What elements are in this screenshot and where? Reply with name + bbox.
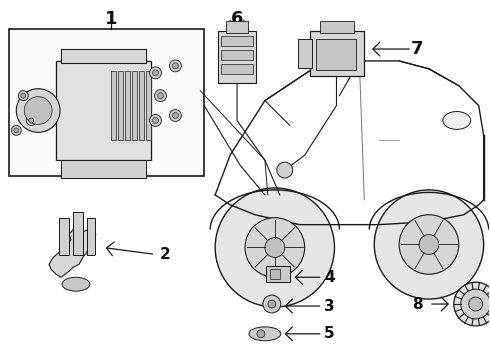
Text: 5: 5	[324, 326, 335, 341]
Circle shape	[26, 116, 36, 125]
Circle shape	[172, 63, 178, 69]
Bar	[146, 71, 150, 140]
Bar	[139, 71, 144, 140]
Circle shape	[469, 297, 483, 311]
Circle shape	[152, 117, 158, 123]
Bar	[9, 29, 204, 176]
Text: 6: 6	[231, 10, 244, 28]
Bar	[118, 71, 122, 140]
Circle shape	[461, 289, 490, 319]
Text: 3: 3	[324, 298, 335, 314]
Bar	[132, 71, 137, 140]
Circle shape	[149, 67, 162, 79]
Circle shape	[454, 282, 490, 326]
Circle shape	[149, 114, 162, 126]
Circle shape	[152, 70, 158, 76]
Bar	[298, 39, 312, 68]
Bar	[221, 64, 253, 74]
Bar	[111, 71, 116, 140]
Polygon shape	[49, 228, 96, 277]
Circle shape	[14, 128, 19, 133]
Circle shape	[172, 113, 178, 118]
Bar	[221, 50, 253, 60]
Circle shape	[277, 162, 293, 178]
Bar	[270, 269, 280, 279]
Bar	[221, 36, 253, 46]
Ellipse shape	[62, 277, 90, 291]
Bar	[73, 212, 83, 255]
Bar	[218, 31, 256, 83]
Circle shape	[399, 215, 459, 274]
Bar	[310, 31, 365, 76]
Circle shape	[11, 125, 21, 135]
Text: 4: 4	[324, 270, 335, 285]
Circle shape	[268, 300, 276, 308]
Circle shape	[257, 330, 265, 338]
Circle shape	[21, 93, 26, 98]
Ellipse shape	[249, 327, 281, 341]
Circle shape	[157, 93, 164, 99]
Circle shape	[170, 60, 181, 72]
Bar	[59, 218, 69, 255]
Circle shape	[18, 91, 28, 100]
Circle shape	[16, 89, 60, 132]
Bar	[87, 218, 95, 255]
Bar	[226, 21, 248, 33]
Bar	[266, 266, 290, 282]
Circle shape	[29, 118, 34, 123]
Text: 8: 8	[412, 297, 422, 311]
Bar	[56, 61, 150, 160]
Circle shape	[265, 238, 285, 257]
Circle shape	[24, 96, 52, 125]
Circle shape	[419, 235, 439, 255]
Bar	[319, 21, 354, 33]
Circle shape	[263, 295, 281, 313]
Bar	[124, 71, 130, 140]
Circle shape	[374, 190, 484, 299]
Circle shape	[215, 188, 335, 307]
Ellipse shape	[443, 112, 471, 129]
Circle shape	[154, 90, 167, 102]
Bar	[61, 160, 146, 178]
Circle shape	[245, 218, 305, 277]
Bar	[61, 49, 146, 63]
Text: 1: 1	[104, 10, 117, 28]
Text: 7: 7	[411, 40, 423, 58]
Circle shape	[170, 109, 181, 121]
Text: 2: 2	[160, 247, 171, 262]
Bar	[316, 39, 356, 70]
